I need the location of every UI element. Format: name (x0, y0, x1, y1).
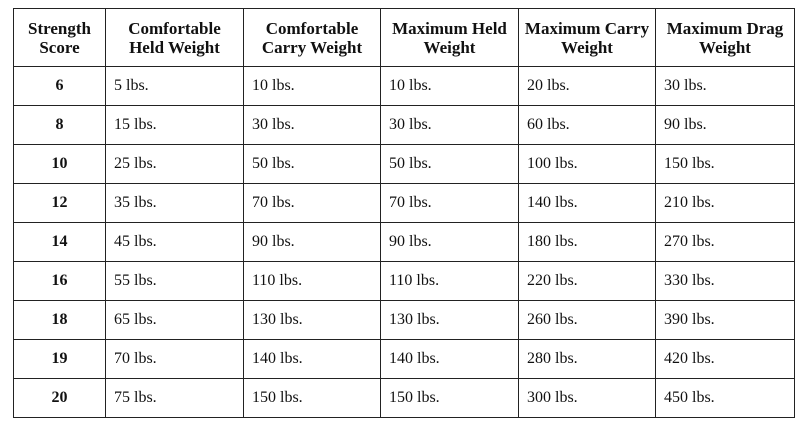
weight-cell: 130 lbs. (380, 300, 519, 340)
weight-cell: 210 lbs. (655, 183, 795, 223)
weight-cell: 25 lbs. (105, 144, 244, 184)
strength-table: Strength Score Comfortable Held Weight Com… (13, 8, 795, 418)
weight-cell: 50 lbs. (380, 144, 519, 184)
weight-cell: 150 lbs. (243, 378, 381, 418)
weight-cell: 300 lbs. (518, 378, 656, 418)
weight-cell: 390 lbs. (655, 300, 795, 340)
table-row: 12 35 lbs. 70 lbs. 70 lbs. 140 lbs. 210 lbs. (13, 183, 795, 223)
table-row: 19 70 lbs. 140 lbs. 140 lbs. 280 lbs. 420 lbs… (13, 339, 795, 379)
table-row: 10 25 lbs. 50 lbs. 50 lbs. 100 lbs. 150 lbs. (13, 144, 795, 184)
weight-cell: 15 lbs. (105, 105, 244, 145)
weight-cell: 70 lbs. (380, 183, 519, 223)
weight-cell: 20 lbs. (518, 66, 656, 106)
column-header: Maximum Carry Weight (518, 8, 656, 67)
strength-score: 16 (13, 261, 106, 301)
weight-cell: 90 lbs. (655, 105, 795, 145)
weight-cell: 30 lbs. (655, 66, 795, 106)
weight-cell: 65 lbs. (105, 300, 244, 340)
table-row: 8 15 lbs. 30 lbs. 30 lbs. 60 lbs. 90 lbs. (13, 105, 795, 145)
weight-cell: 260 lbs. (518, 300, 656, 340)
weight-cell: 30 lbs. (380, 105, 519, 145)
weight-cell: 100 lbs. (518, 144, 656, 184)
strength-score: 20 (13, 378, 106, 418)
table-row: 14 45 lbs. 90 lbs. 90 lbs. 180 lbs. 270 lbs. (13, 222, 795, 262)
strength-score: 6 (13, 66, 106, 106)
weight-cell: 140 lbs. (380, 339, 519, 379)
weight-cell: 70 lbs. (105, 339, 244, 379)
weight-cell: 280 lbs. (518, 339, 656, 379)
weight-cell: 110 lbs. (243, 261, 381, 301)
weight-cell: 90 lbs. (243, 222, 381, 262)
strength-score: 8 (13, 105, 106, 145)
weight-cell: 450 lbs. (655, 378, 795, 418)
weight-cell: 180 lbs. (518, 222, 656, 262)
strength-score: 12 (13, 183, 106, 223)
column-header: Maximum Drag Weight (655, 8, 795, 67)
strength-score: 10 (13, 144, 106, 184)
weight-cell: 150 lbs. (655, 144, 795, 184)
weight-cell: 45 lbs. (105, 222, 244, 262)
weight-cell: 270 lbs. (655, 222, 795, 262)
weight-cell: 140 lbs. (243, 339, 381, 379)
weight-cell: 60 lbs. (518, 105, 656, 145)
weight-cell: 140 lbs. (518, 183, 656, 223)
weight-cell: 50 lbs. (243, 144, 381, 184)
weight-cell: 10 lbs. (243, 66, 381, 106)
table-row: 16 55 lbs. 110 lbs. 110 lbs. 220 lbs. 330 lbs… (13, 261, 795, 301)
weight-cell: 110 lbs. (380, 261, 519, 301)
weight-cell: 5 lbs. (105, 66, 244, 106)
table-row: 20 75 lbs. 150 lbs. 150 lbs. 300 lbs. 450 lbs… (13, 378, 795, 418)
header-row: Strength Score Comfortable Held Weight Com… (13, 8, 795, 67)
weight-cell: 420 lbs. (655, 339, 795, 379)
weight-cell: 30 lbs. (243, 105, 381, 145)
strength-score: 14 (13, 222, 106, 262)
strength-score: 19 (13, 339, 106, 379)
weight-cell: 220 lbs. (518, 261, 656, 301)
weight-cell: 330 lbs. (655, 261, 795, 301)
column-header: Comfortable Held Weight (105, 8, 244, 67)
weight-cell: 130 lbs. (243, 300, 381, 340)
column-header: Strength Score (13, 8, 106, 67)
table-row: 18 65 lbs. 130 lbs. 130 lbs. 260 lbs. 390 lbs… (13, 300, 795, 340)
weight-cell: 150 lbs. (380, 378, 519, 418)
column-header: Comfortable Carry Weight (243, 8, 381, 67)
weight-cell: 10 lbs. (380, 66, 519, 106)
weight-cell: 75 lbs. (105, 378, 244, 418)
column-header: Maximum Held Weight (380, 8, 519, 67)
weight-cell: 70 lbs. (243, 183, 381, 223)
weight-cell: 35 lbs. (105, 183, 244, 223)
weight-cell: 55 lbs. (105, 261, 244, 301)
weight-cell: 90 lbs. (380, 222, 519, 262)
strength-score: 18 (13, 300, 106, 340)
table-container: Strength Score Comfortable Held Weight Com… (13, 8, 795, 418)
